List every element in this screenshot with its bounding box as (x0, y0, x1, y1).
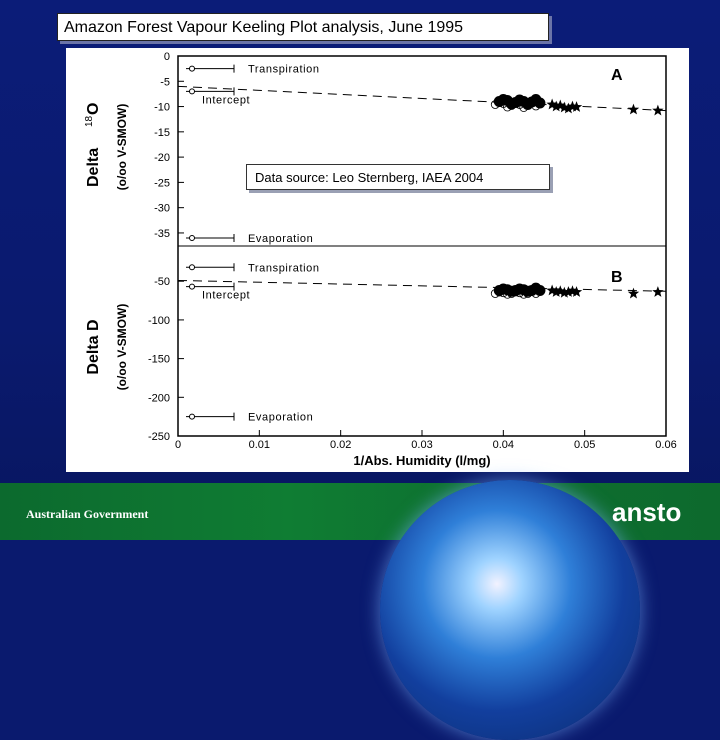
annotation-label: Transpiration (248, 262, 320, 274)
annotation-label: Intercept (202, 290, 250, 302)
fit-line (177, 85, 667, 112)
data-point-star (554, 99, 566, 111)
data-point-circle (534, 97, 546, 109)
y-tick-label: -25 (154, 177, 170, 189)
data-point-star (554, 285, 566, 297)
data-point-star (652, 104, 664, 116)
annotation-marker (189, 264, 195, 271)
x-tick-label: 0.01 (249, 439, 270, 451)
annotation-marker (189, 88, 195, 95)
fit-line (177, 279, 667, 292)
annotation-marker (189, 65, 195, 72)
y-axis-label: Delta (85, 148, 102, 187)
y-tick-label: -10 (154, 102, 170, 114)
data-point-star (562, 102, 575, 114)
y-tick-label: -200 (148, 392, 170, 404)
data-point-star (550, 100, 562, 112)
data-point-open (531, 101, 541, 111)
data-point-star (627, 103, 640, 115)
data-point-star (652, 286, 664, 297)
x-tick-label: 0.04 (493, 439, 514, 451)
x-tick-label: 0.06 (655, 439, 676, 451)
y-tick-label: -15 (154, 127, 170, 139)
y-tick-label: -5 (160, 76, 170, 88)
data-point-star (558, 286, 570, 298)
y-axis-unit-label: (o/oo V-SMOW) (115, 304, 129, 391)
y-tick-label: -35 (154, 228, 170, 240)
x-tick-label: 0.02 (330, 439, 351, 451)
data-point-star (550, 286, 562, 297)
y-tick-label: -50 (154, 276, 170, 288)
annotation-label: Evaporation (248, 233, 313, 245)
annotation-label: Transpiration (248, 64, 320, 76)
annotation-label: Evaporation (248, 412, 313, 424)
keeling-plot-svg: 0 -5 -10 -15 -20 -25 -30 -35 Delta 18O (o/oo V-SMO… (84, 51, 677, 468)
x-tick-label: 0 (175, 439, 181, 451)
y-axis-label-tail: O (85, 103, 102, 115)
data-point-star (627, 287, 640, 299)
y-tick-label: -250 (148, 431, 170, 443)
data-point-star (570, 286, 583, 297)
globe-image (380, 480, 640, 740)
data-point-star (546, 284, 558, 296)
chart-panel: 0 -5 -10 -15 -20 -25 -30 -35 Delta 18 O (o/oo V-SMO… (66, 48, 689, 472)
annotation-marker (189, 283, 195, 290)
annotation-label: Intercept (202, 94, 250, 106)
x-axis-label: 1/Abs. Humidity (l/mg) (353, 453, 490, 468)
y-axis-label: Delta D (85, 319, 102, 374)
panel-label: A (611, 67, 623, 84)
data-point-circle (534, 285, 546, 297)
data-source-note: Data source: Leo Sternberg, IAEA 2004 (246, 164, 550, 190)
y-tick-label: -20 (154, 152, 170, 164)
data-point-open (503, 102, 512, 112)
y-tick-label: -30 (154, 203, 170, 215)
y-axis-unit-label: (o/oo V-SMOW) (115, 104, 129, 191)
data-point-open (503, 289, 512, 299)
data-point-open (519, 289, 529, 299)
data-point-star (562, 286, 575, 297)
x-tick-label: 0.03 (411, 439, 432, 451)
y-tick-label: 0 (164, 51, 170, 63)
australian-government-label: Australian Government (26, 507, 149, 521)
data-point-star (546, 98, 558, 110)
annotation-marker (189, 235, 195, 241)
data-point-open (531, 289, 541, 298)
annotation-marker (189, 413, 195, 420)
slide-title: Amazon Forest Vapour Keeling Plot analys… (57, 13, 549, 41)
x-tick-label: 0.05 (574, 439, 595, 451)
y-tick-label: -100 (148, 315, 170, 327)
ansto-logo: ansto (612, 497, 682, 527)
data-point-star (570, 101, 583, 112)
panel-label: B (611, 269, 623, 286)
y-tick-label: -150 (148, 354, 170, 366)
y-axis-label-superscript: 18 (84, 115, 95, 127)
